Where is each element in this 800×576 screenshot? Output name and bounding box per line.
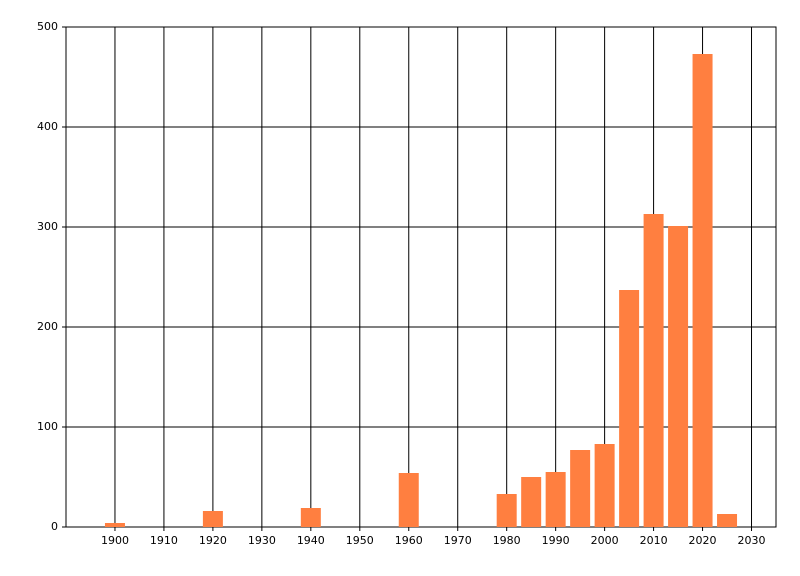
y-tick-label: 400 <box>37 120 58 133</box>
x-tick-label: 1980 <box>493 534 521 547</box>
x-tick-label: 1950 <box>346 534 374 547</box>
x-tick-label: 1930 <box>248 534 276 547</box>
bar <box>717 514 738 527</box>
bar <box>300 508 321 527</box>
x-tick-label: 2010 <box>640 534 668 547</box>
x-tick-label: 2030 <box>738 534 766 547</box>
x-tick-label: 1970 <box>444 534 472 547</box>
bar <box>104 523 125 527</box>
y-tick-label: 300 <box>37 220 58 233</box>
x-tick-label: 1900 <box>101 534 129 547</box>
y-tick-label: 500 <box>37 20 58 33</box>
bar <box>398 473 419 527</box>
bar <box>202 511 223 527</box>
y-tick-label: 100 <box>37 420 58 433</box>
plot-frame <box>65 26 777 528</box>
bar <box>594 444 615 527</box>
y-tick-label: 0 <box>51 520 58 533</box>
x-tick-label: 2020 <box>689 534 717 547</box>
bar <box>496 494 517 527</box>
x-tick-label: 1990 <box>542 534 570 547</box>
bar <box>668 226 689 527</box>
x-tick-label: 1940 <box>297 534 325 547</box>
x-tick-label: 1910 <box>150 534 178 547</box>
x-tick-label: 1920 <box>199 534 227 547</box>
x-tick-label: 1960 <box>395 534 423 547</box>
x-tick-label: 2000 <box>591 534 619 547</box>
bar <box>570 450 591 527</box>
bar <box>545 472 566 527</box>
bar <box>521 477 542 527</box>
bar <box>619 290 640 527</box>
bar <box>643 214 664 527</box>
bar <box>692 54 713 527</box>
y-tick-label: 200 <box>37 320 58 333</box>
